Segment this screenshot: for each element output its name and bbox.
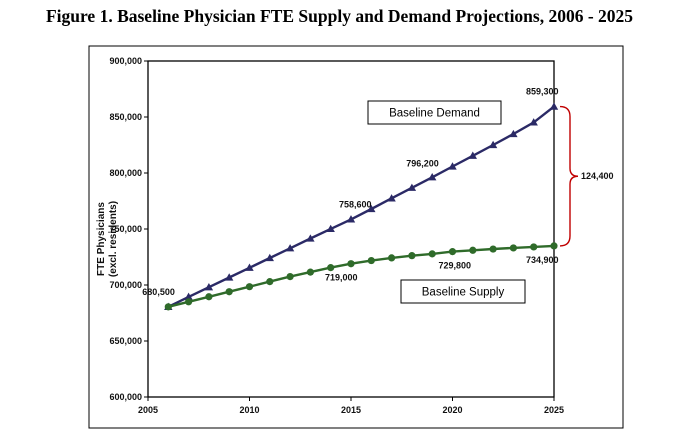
demand-point [285,244,295,252]
demand-point [245,263,254,271]
supply-point [225,288,233,296]
plot-area: 600,000 650,000 700,000 750,000 800,000 850,0… [96,56,579,415]
baseline-supply-box-label: Baseline Supply [422,287,505,299]
demand-point [184,292,193,301]
supply-point [428,250,436,258]
supply-point [448,248,457,256]
supply-point [530,243,538,251]
supply-point [205,293,213,301]
supply-point [286,273,294,281]
y-tick-label: 650,000 [109,336,142,346]
demand-point [346,215,356,223]
demand-point [407,183,417,191]
gap-brace [559,105,579,247]
supply-point [306,268,314,276]
y-tick-label: 800,000 [109,168,142,178]
demand-point [265,253,274,262]
demand-point [326,224,335,233]
supply-point [550,242,558,250]
baseline-demand-box-label: Baseline Demand [389,108,480,120]
y-tick-label: 900,000 [109,56,142,66]
chart-outer-frame [88,45,624,429]
data-label: 796,200 [406,158,439,168]
demand-point [448,162,457,170]
demand-point [549,102,559,110]
x-tick-label: 2005 [138,405,158,415]
y-tick-label: 700,000 [109,280,142,290]
supply-point [367,256,375,265]
baseline-demand-box [367,100,502,125]
supply-point [347,260,355,268]
x-tick-label: 2020 [442,405,462,415]
demand-point [387,194,396,202]
demand-point [367,204,376,213]
supply-point [245,283,254,291]
data-label: 680,500 [142,287,175,297]
data-label: 734,900 [526,255,559,265]
demand-point [468,151,477,159]
supply-point [388,254,396,262]
demand-point [428,173,437,181]
data-label: 758,600 [339,199,372,209]
data-label: 729,800 [439,261,472,271]
demand-point [225,273,234,281]
demand-point [306,234,315,242]
x-tick-label: 2010 [239,405,259,415]
data-label: 719,000 [325,273,358,283]
x-tick-label: 2025 [544,405,564,415]
demand-point [488,140,498,149]
supply-point [509,244,517,252]
demand-point [509,129,518,138]
supply-point [327,264,335,272]
figure-title: Figure 1. Baseline Physician FTE Supply … [45,6,634,26]
y-tick-label: 850,000 [109,112,142,122]
demand-point [529,118,538,126]
demand-point [204,283,214,291]
annotation-layer: Baseline Demand Baseline Supply 124,400 [367,100,614,304]
y-tick-label: 600,000 [109,392,142,402]
supply-point [164,303,172,311]
baseline-supply-box [400,279,526,304]
data-label: 859,300 [526,87,559,97]
x-tick-label: 2015 [341,405,361,415]
supply-point [469,246,477,254]
gap-annotation-label: 124,400 [581,171,614,181]
y-axis-sublabel: (excl. residents) [108,201,119,277]
y-axis-label: FTE Physicians [96,202,107,276]
supply-point [185,298,193,306]
supply-point [489,245,497,253]
supply-point [408,252,416,260]
supply-point [266,278,274,286]
y-tick-label: 750,000 [109,224,142,234]
